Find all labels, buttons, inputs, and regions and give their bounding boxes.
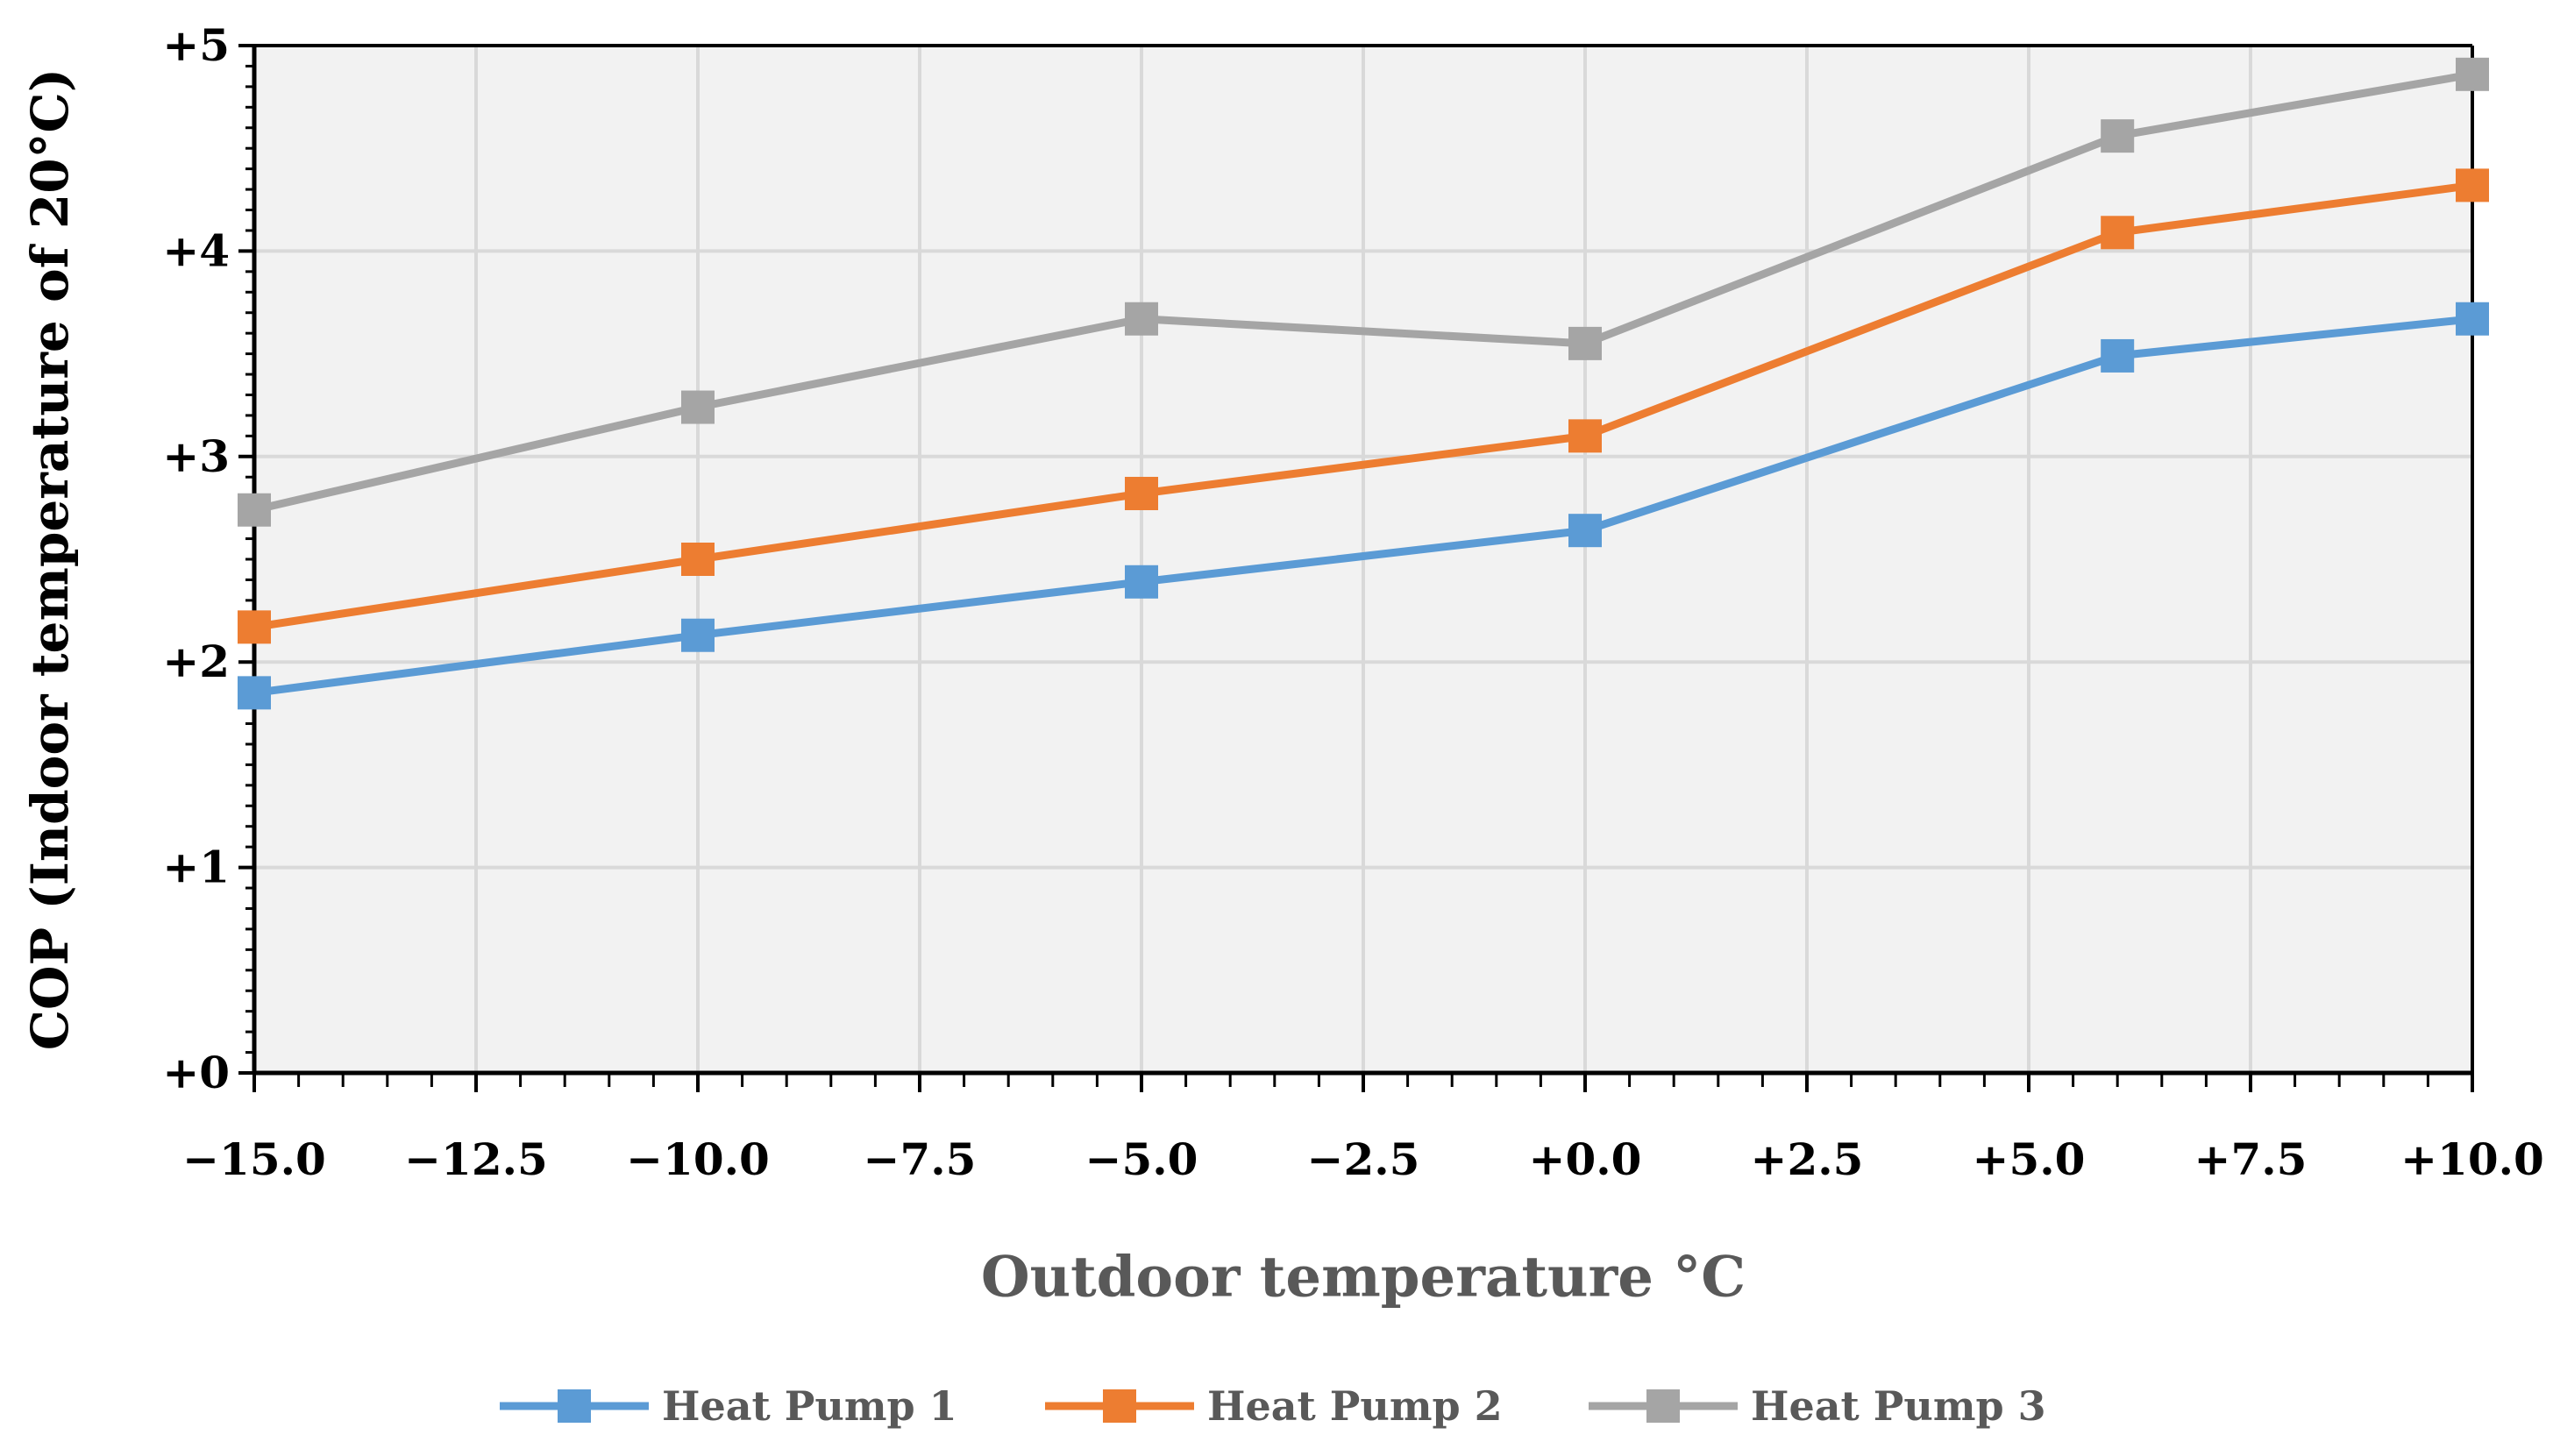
data-point	[1568, 514, 1602, 548]
x-tick-label: +2.5	[1751, 1133, 1864, 1185]
legend-label: Heat Pump 2	[1207, 1382, 1503, 1430]
data-point	[238, 676, 271, 710]
x-tick-label: +0.0	[1529, 1133, 1642, 1185]
x-tick-label: −12.5	[404, 1133, 548, 1185]
data-point	[681, 618, 715, 652]
data-point	[2101, 119, 2135, 153]
data-point	[2456, 302, 2489, 336]
y-tick-label: +1	[162, 842, 230, 893]
data-point	[238, 493, 271, 527]
series-1	[238, 302, 2489, 710]
legend: Heat Pump 1 Heat Pump 2 Heat Pump 3	[500, 1382, 2046, 1430]
data-point	[2456, 57, 2489, 91]
x-tick-label: +7.5	[2194, 1133, 2308, 1185]
x-tick-label: +10.0	[2400, 1133, 2544, 1185]
axes	[238, 44, 2474, 1092]
series-line	[250, 315, 2477, 697]
data-point	[1125, 302, 1158, 336]
x-tick-label: +5.0	[1973, 1133, 2086, 1185]
series-3	[238, 57, 2489, 527]
data-point	[1568, 326, 1602, 360]
data-point	[681, 543, 715, 576]
data-point	[681, 390, 715, 424]
series-line	[250, 181, 2477, 631]
x-axis-title: Outdoor temperature °C	[981, 1245, 1746, 1310]
series-line	[250, 70, 2477, 515]
data-point	[2101, 338, 2135, 373]
x-tick-label: −15.0	[182, 1133, 326, 1185]
y-tick-label: +0	[162, 1047, 230, 1098]
legend-marker	[1103, 1389, 1136, 1423]
data-point	[1125, 565, 1158, 599]
series-layer	[238, 57, 2489, 710]
data-point	[1568, 419, 1602, 453]
y-tick-label: +4	[162, 224, 230, 276]
data-point	[238, 610, 271, 644]
x-tick-labels: −15.0 −12.5 −10.0 −7.5 −5.0 −2.5 +0.0 +2.5 +5.0 +…	[182, 1133, 2544, 1185]
legend-label: Heat Pump 1	[662, 1382, 957, 1430]
x-tick-label: −10.0	[626, 1133, 770, 1185]
series-2	[238, 168, 2489, 644]
data-point	[2101, 216, 2135, 250]
legend-item-1: Heat Pump 1	[500, 1382, 957, 1430]
data-point	[2456, 168, 2489, 202]
y-tick-labels: +0 +1 +2 +3 +4 +5	[162, 19, 230, 1098]
y-tick-label: +3	[162, 430, 230, 482]
x-tick-label: −5.0	[1085, 1133, 1198, 1185]
x-tick-label: −7.5	[864, 1133, 977, 1185]
y-axis-title: COP (Indoor temperature of 20°C)	[20, 68, 80, 1050]
legend-marker	[1646, 1389, 1680, 1423]
y-tick-label: +5	[162, 19, 230, 71]
legend-label: Heat Pump 3	[1751, 1382, 2046, 1430]
x-tick-label: −2.5	[1307, 1133, 1420, 1185]
data-point	[1125, 476, 1158, 510]
legend-item-2: Heat Pump 2	[1045, 1382, 1503, 1430]
legend-marker	[558, 1389, 591, 1423]
y-tick-label: +2	[162, 636, 230, 687]
legend-item-3: Heat Pump 3	[1589, 1382, 2046, 1430]
